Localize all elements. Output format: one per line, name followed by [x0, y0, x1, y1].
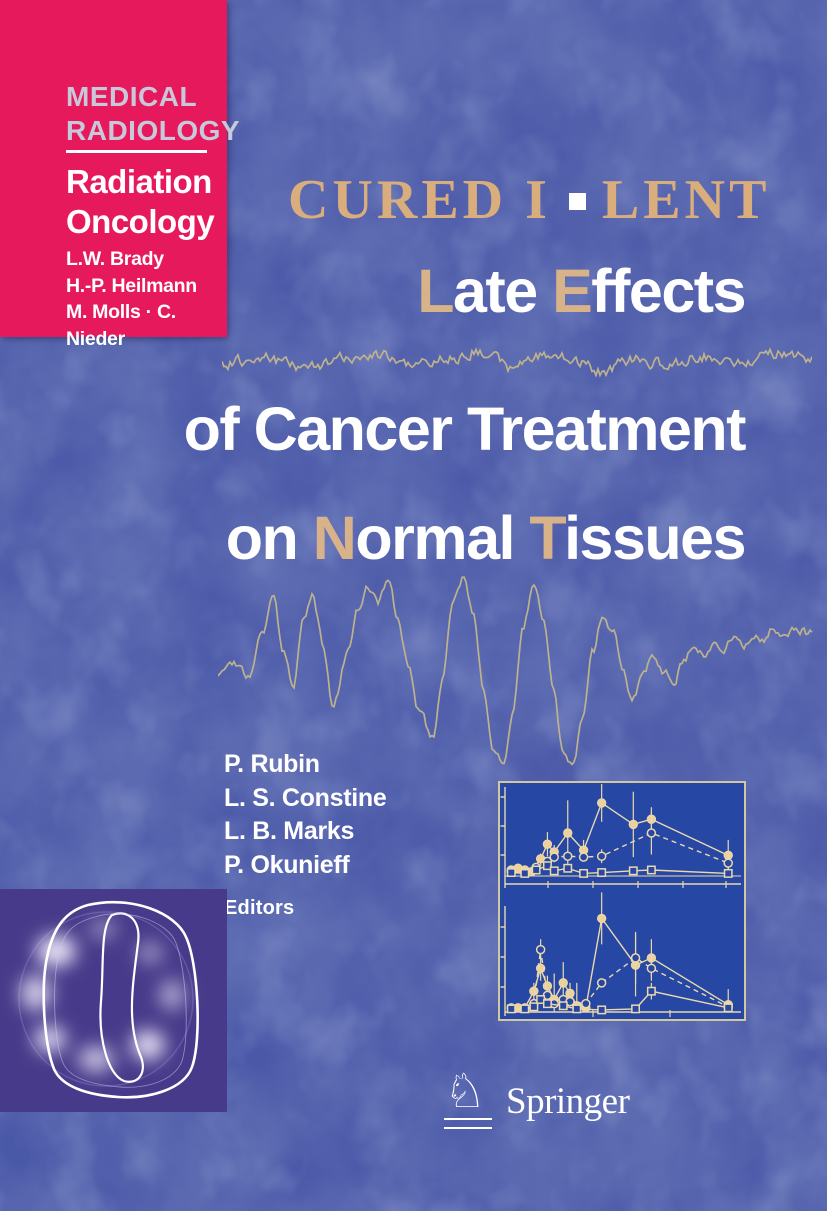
series-name-line2: Oncology [66, 203, 215, 240]
header-cured-lent: CURED I LENT [288, 168, 770, 232]
series-editor-1: L.W. Brady [66, 248, 164, 270]
series-editors: L.W. Brady H.-P. Heilmann M. Molls · C. … [66, 246, 227, 352]
figure-panel-charts [498, 781, 746, 1021]
series-editor-2: H.-P. Heilmann [66, 274, 197, 297]
header-left: CURED I [288, 169, 551, 231]
series-editor-3: M. Molls · C. Nieder [66, 301, 176, 350]
series-divider [66, 150, 207, 153]
scan-inner-contour [99, 912, 144, 1083]
series-title-line2: RADIOLOGY [66, 115, 241, 146]
book-editor-1: P. Rubin [224, 750, 320, 778]
book-editor-3: L. B. Marks [224, 817, 355, 845]
series-name-line1: Radiation [66, 163, 212, 200]
title-line-1: Late Effects [417, 257, 746, 325]
book-editor-4: P. Okunieff [224, 850, 350, 879]
title-line-2: of Cancer Treatment [183, 395, 747, 463]
scan-faint-contour [54, 913, 187, 1088]
publisher-logo: ♘ Springer [444, 1064, 630, 1129]
eeg-waveform-top [222, 347, 812, 378]
publisher-name: Springer [506, 1081, 630, 1122]
series-title: MEDICAL RADIOLOGY [66, 80, 240, 148]
square-bullet-icon [568, 193, 586, 210]
springer-logo-underline [444, 1118, 492, 1129]
book-editor-2: L. S. Constine [224, 783, 387, 812]
scan-field-circle [18, 911, 194, 1087]
header-right: LENT [601, 169, 771, 231]
series-box: MEDICAL RADIOLOGY Radiation Oncology L.W… [0, 0, 240, 350]
title-line-3: on Normal Tissues [225, 504, 747, 572]
lung-scan-image [0, 889, 227, 1112]
springer-horse-icon: ♘ [444, 1064, 487, 1119]
book-editors: P. Rubin L. S. Constine L. B. Marks P. O… [224, 748, 387, 926]
series-title-line1: MEDICAL [66, 81, 198, 112]
eeg-waveform-bottom [218, 576, 813, 766]
scan-outer-contour [42, 900, 199, 1099]
editors-label: Editors [224, 897, 295, 919]
series-name: Radiation Oncology [66, 162, 215, 242]
